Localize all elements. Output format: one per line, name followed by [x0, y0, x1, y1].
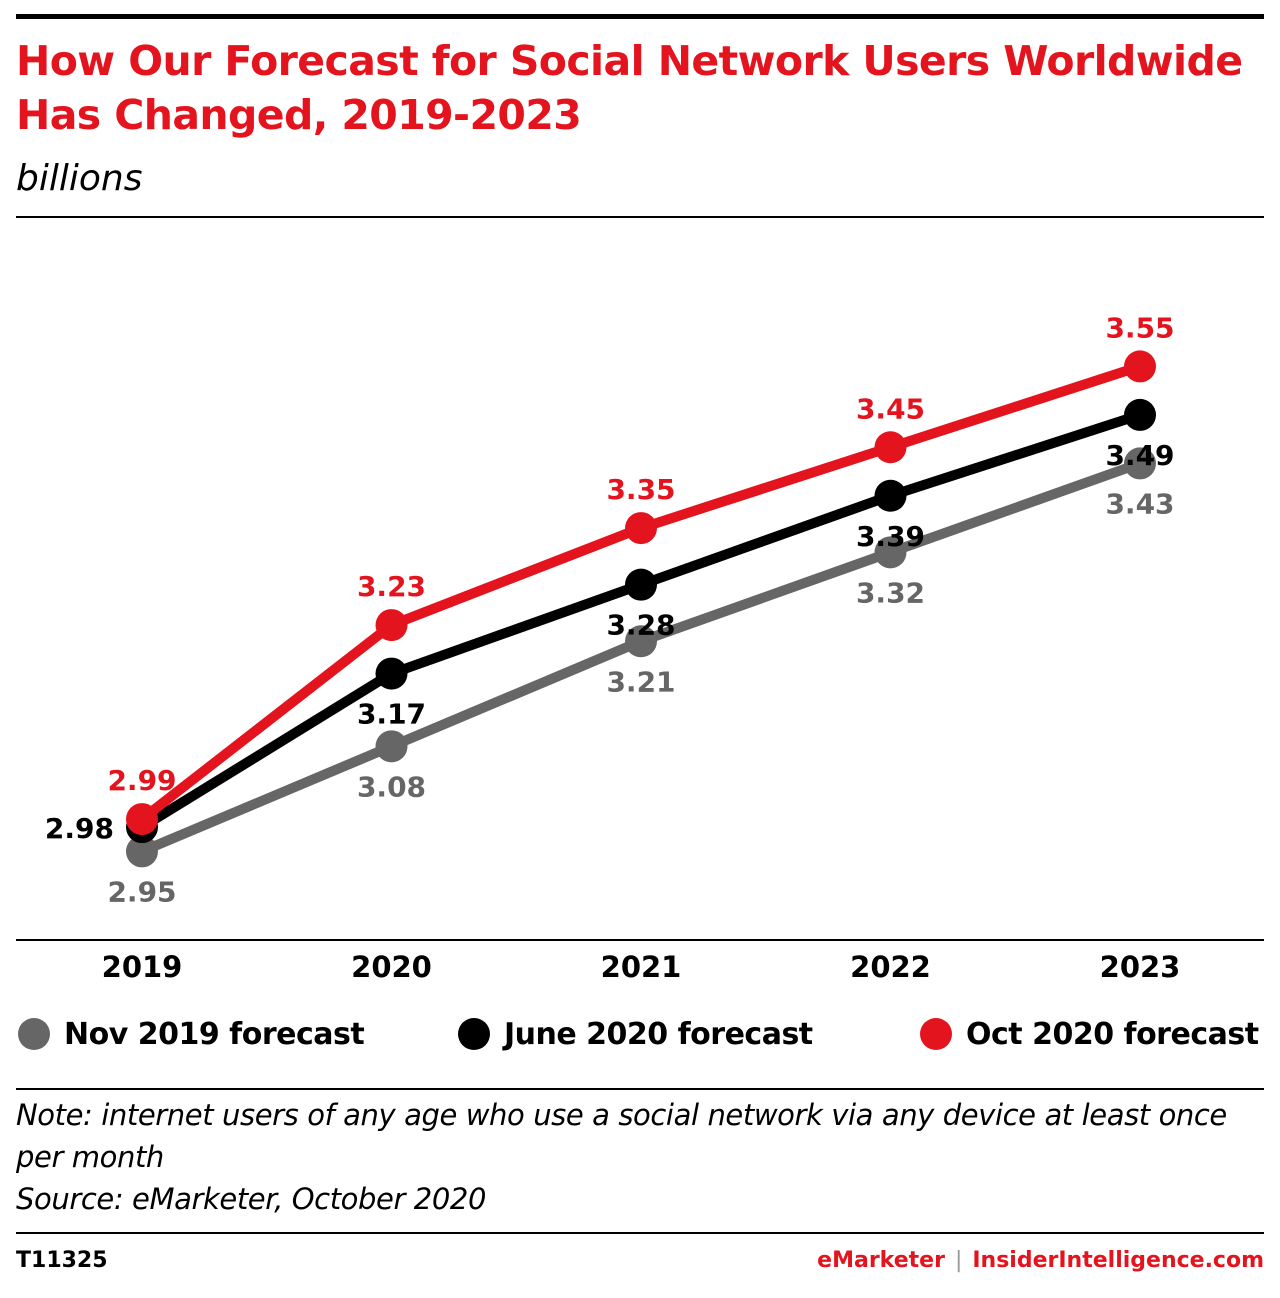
legend-marker-june-2020: [458, 1018, 490, 1050]
series-nov-2019-forecast: [126, 447, 1156, 868]
data-label-june-2020-forecast-2022: 3.39: [856, 520, 925, 553]
data-label-oct-2020-forecast-2021: 3.35: [606, 473, 675, 506]
data-point-oct-2020-forecast-2021: [625, 512, 657, 545]
legend-item-june-2020: June 2020 forecast: [458, 1012, 813, 1056]
legend-item-nov-2019: Nov 2019 forecast: [18, 1012, 365, 1056]
chart-id: T11325: [16, 1248, 108, 1273]
x-tick-label-2021: 2021: [601, 950, 682, 984]
legend-label-oct-2020: Oct 2020 forecast: [966, 1016, 1259, 1052]
data-label-oct-2020-forecast-2023: 3.55: [1105, 311, 1174, 344]
data-point-june-2020-forecast-2021: [625, 568, 657, 601]
data-point-oct-2020-forecast-2019: [126, 803, 158, 836]
data-point-june-2020-forecast-2023: [1124, 398, 1156, 431]
data-label-nov-2019-forecast-2020: 3.08: [357, 770, 426, 803]
data-label-june-2020-forecast-2021: 3.28: [606, 609, 675, 642]
data-point-nov-2019-forecast-2020: [375, 730, 408, 763]
data-label-oct-2020-forecast-2022: 3.45: [856, 392, 925, 425]
data-point-oct-2020-forecast-2022: [874, 431, 907, 464]
chart-subtitle: billions: [16, 158, 143, 199]
legend-label-june-2020: June 2020 forecast: [504, 1016, 813, 1052]
brand-separator: |: [954, 1248, 963, 1273]
legend-rule: [16, 1088, 1264, 1090]
data-label-nov-2019-forecast-2023: 3.43: [1105, 487, 1174, 520]
x-tick-label-2020: 2020: [351, 950, 432, 984]
legend-marker-nov-2019: [18, 1018, 50, 1050]
data-point-june-2020-forecast-2020: [375, 657, 408, 690]
series-layer: 2.95 3.08 3.21 3.32 3.43 2.98 3.17 3.28 3.39 3.49…: [45, 311, 1175, 908]
data-label-oct-2020-forecast-2020: 3.23: [357, 570, 426, 603]
data-label-june-2020-forecast-2023: 3.49: [1105, 439, 1174, 472]
brand-emarketer: eMarketer: [817, 1248, 945, 1273]
source-text: Source: eMarketer, October 2020: [16, 1182, 487, 1216]
x-tick-label-2019: 2019: [102, 950, 183, 984]
data-label-june-2020-forecast-2019: 2.98: [45, 812, 114, 845]
legend-item-oct-2020: Oct 2020 forecast: [920, 1012, 1259, 1056]
footer-rule: [16, 1232, 1264, 1234]
line-chart: 2.95 3.08 3.21 3.32 3.43 2.98 3.17 3.28 3.39 3.49…: [16, 311, 1264, 984]
data-point-nov-2019-forecast-2023: [1124, 447, 1156, 480]
footnote: Note: internet users of any age who use …: [16, 1094, 1256, 1220]
data-label-nov-2019-forecast-2019: 2.95: [107, 875, 176, 908]
data-label-nov-2019-forecast-2022: 3.32: [856, 576, 925, 609]
chart-title: How Our Forecast for Social Network User…: [16, 37, 1243, 139]
legend-marker-oct-2020: [920, 1018, 952, 1050]
x-tick-label-2022: 2022: [850, 950, 931, 984]
data-label-june-2020-forecast-2020: 3.17: [357, 698, 426, 731]
data-label-nov-2019-forecast-2021: 3.21: [606, 665, 675, 698]
header-rule: [16, 216, 1264, 218]
data-point-june-2020-forecast-2022: [874, 479, 907, 512]
data-point-nov-2019-forecast-2022: [874, 536, 907, 569]
data-point-oct-2020-forecast-2023: [1124, 350, 1156, 383]
x-tick-label-2023: 2023: [1100, 950, 1181, 984]
note-text: Note: internet users of any age who use …: [16, 1098, 1227, 1174]
data-point-nov-2019-forecast-2021: [625, 625, 657, 658]
brand-insider-intelligence: InsiderIntelligence.com: [972, 1248, 1264, 1273]
top-rule: [16, 14, 1264, 19]
data-label-oct-2020-forecast-2019: 2.99: [107, 764, 176, 797]
data-point-nov-2019-forecast-2019: [126, 835, 158, 868]
data-point-oct-2020-forecast-2020: [375, 609, 408, 642]
series-oct-2020-forecast: [126, 350, 1156, 836]
legend-label-nov-2019: Nov 2019 forecast: [64, 1016, 365, 1052]
x-tick-labels: 2019 2020 2021 2022 2023: [102, 950, 1181, 984]
brand-footer: eMarketer | InsiderIntelligence.com: [817, 1244, 1264, 1278]
